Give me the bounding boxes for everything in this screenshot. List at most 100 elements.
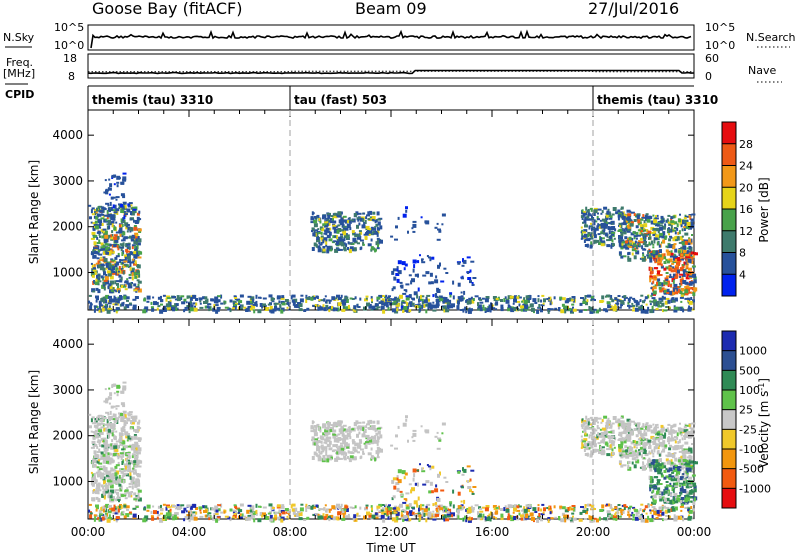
power-point — [306, 296, 311, 300]
velocity-point — [648, 459, 653, 463]
velocity-point — [624, 445, 628, 449]
power-point — [103, 286, 106, 291]
velocity-point — [97, 415, 100, 420]
velocity-point — [595, 448, 599, 452]
velocity-point — [589, 423, 592, 426]
power-point — [173, 305, 177, 310]
velocity-point — [627, 422, 632, 426]
velocity-point — [183, 517, 188, 520]
power-point — [281, 295, 285, 299]
velocity-point — [105, 398, 109, 401]
velocity-point — [98, 419, 101, 422]
power-point — [604, 232, 608, 237]
power-point — [668, 221, 671, 224]
velocity-point — [679, 485, 682, 487]
power-point — [611, 233, 615, 236]
power-point — [115, 307, 120, 311]
velocity-point — [357, 451, 360, 454]
power-point — [580, 226, 583, 229]
power-point — [381, 298, 385, 303]
power-point — [91, 274, 95, 278]
velocity-point — [340, 426, 344, 431]
velocity-point — [99, 435, 102, 438]
power-point — [457, 261, 461, 265]
velocity-point — [661, 434, 666, 439]
power-point — [109, 209, 111, 213]
power-point — [618, 242, 622, 247]
velocity-point — [326, 458, 330, 463]
power-point — [683, 220, 688, 224]
velocity-point — [114, 469, 117, 473]
power-point — [549, 302, 552, 306]
power-point — [370, 233, 374, 236]
power-point — [647, 306, 650, 311]
velocity-point — [135, 495, 139, 498]
velocity-point — [683, 437, 686, 440]
velocity-point — [122, 440, 126, 445]
velocity-point — [322, 448, 325, 453]
power-point — [138, 210, 141, 214]
power-point — [368, 233, 371, 236]
velocity-point — [108, 422, 112, 425]
velocity-point — [642, 438, 647, 441]
velocity-point — [635, 440, 639, 445]
velocity-point — [643, 429, 646, 433]
velocity-point — [367, 420, 370, 425]
velocity-point — [351, 428, 355, 431]
power-point — [241, 304, 244, 308]
power-point — [613, 237, 616, 240]
velocity-point — [329, 427, 334, 429]
power-point — [142, 309, 147, 314]
power-point — [122, 237, 126, 242]
velocity-point — [132, 467, 135, 470]
velocity-point — [99, 475, 104, 480]
power-point — [121, 252, 124, 256]
velocity-point — [103, 493, 105, 496]
velocity-point — [607, 435, 610, 439]
velocity-point — [635, 459, 638, 462]
power-point — [391, 270, 395, 275]
velocity-point — [632, 515, 635, 519]
velocity-point — [344, 430, 347, 433]
power-point — [324, 221, 329, 224]
velocity-point — [441, 432, 444, 435]
power-point — [682, 245, 687, 250]
power-point — [665, 259, 668, 262]
power-point — [663, 281, 668, 285]
velocity-point — [665, 458, 669, 462]
power-point — [530, 307, 535, 312]
power-point — [591, 309, 594, 312]
velocity-point — [243, 515, 247, 518]
power-point — [108, 266, 113, 270]
velocity-point — [668, 499, 673, 504]
velocity-point — [377, 436, 381, 440]
power-point — [111, 223, 114, 228]
power-point — [405, 283, 410, 286]
velocity-point — [246, 509, 251, 514]
power-point — [493, 298, 498, 302]
velocity-point — [627, 433, 631, 438]
velocity-point — [581, 441, 584, 445]
power-point — [512, 302, 515, 305]
power-point — [607, 208, 610, 211]
velocity-point — [674, 440, 677, 444]
power-point — [396, 307, 399, 312]
power-point — [485, 296, 490, 299]
velocity-point — [677, 497, 680, 502]
power-point — [591, 214, 593, 219]
velocity-point — [681, 485, 684, 490]
velocity-point — [311, 439, 313, 442]
power-point — [686, 256, 691, 259]
power-point — [419, 307, 422, 312]
velocity-point — [380, 514, 385, 519]
power-point — [643, 299, 646, 302]
power-point — [621, 244, 626, 249]
velocity-point — [374, 457, 377, 462]
power-point — [390, 235, 394, 238]
power-point — [581, 218, 584, 220]
power-point — [593, 308, 597, 311]
velocity-point — [679, 476, 684, 481]
power-point — [92, 222, 96, 225]
power-point — [106, 223, 111, 226]
power-point — [633, 213, 636, 216]
